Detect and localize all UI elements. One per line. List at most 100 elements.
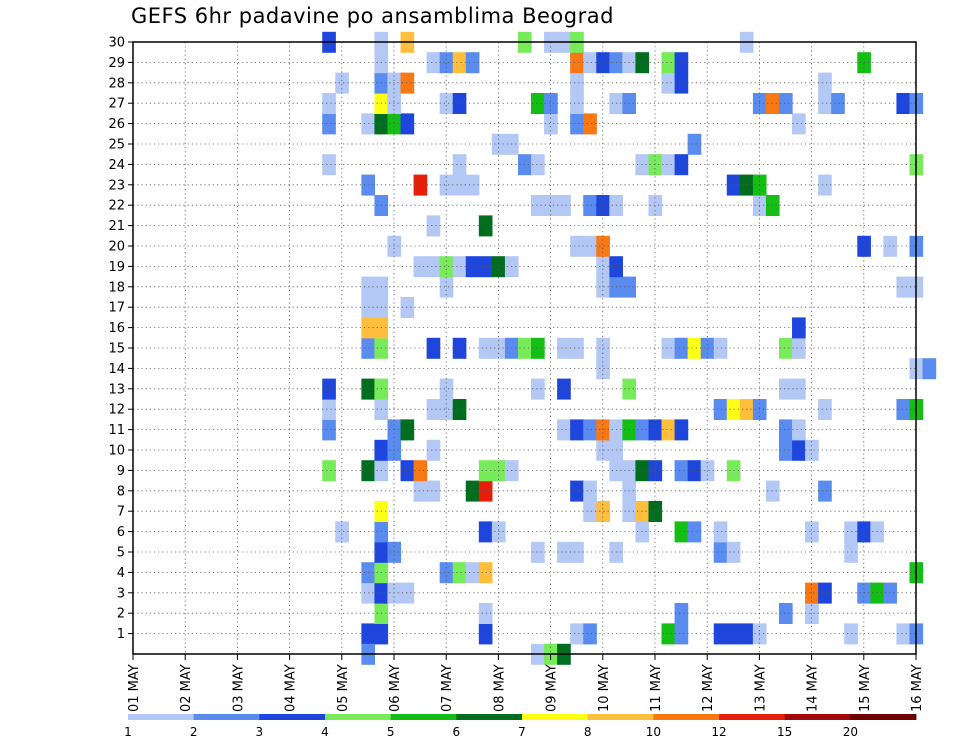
heatmap-cell — [465, 480, 480, 502]
heatmap-cell — [557, 378, 571, 400]
heatmap-cell — [557, 195, 571, 216]
y-tick-label: 2 — [117, 607, 125, 622]
heatmap-cell — [583, 501, 597, 522]
heatmap-cell — [452, 256, 467, 278]
colorbar-label: 12 — [711, 725, 726, 739]
heatmap-cell — [713, 623, 728, 645]
heatmap-cell — [322, 419, 336, 441]
heatmap-cell — [713, 399, 728, 420]
heatmap-cell — [583, 113, 597, 135]
heatmap-cell — [896, 276, 911, 298]
heatmap-cell — [818, 399, 832, 420]
heatmap-cell — [400, 72, 415, 94]
colorbar-label: 1 — [124, 725, 132, 739]
heatmap-cell — [687, 521, 702, 543]
heatmap-cell — [413, 174, 428, 196]
heatmap-cell — [465, 562, 480, 584]
heatmap-cell — [322, 378, 336, 400]
heatmap-cell — [452, 93, 467, 114]
heatmap-cell — [400, 297, 415, 318]
plot-frame — [132, 41, 917, 655]
heatmap-cell — [778, 419, 793, 441]
heatmap-cell — [439, 378, 454, 400]
heatmap-cell — [400, 419, 415, 441]
heatmap-cell — [844, 521, 858, 543]
y-tick-label: 21 — [108, 219, 125, 234]
heatmap-cell — [452, 154, 467, 176]
heatmap-cell — [557, 419, 571, 441]
heatmap-cell — [661, 154, 676, 176]
colorbar-swatch — [128, 714, 195, 720]
y-tick-label: 17 — [108, 301, 125, 316]
colorbar-label: 15 — [777, 725, 792, 739]
heatmap-cell — [713, 337, 728, 359]
heatmap-cell — [818, 72, 832, 94]
heatmap-cell — [478, 603, 493, 624]
colorbar-label: 7 — [518, 725, 526, 739]
heatmap-cell — [426, 439, 441, 461]
heatmap-cell — [648, 419, 663, 441]
grid-lines — [133, 42, 916, 654]
heatmap-cell — [531, 154, 545, 176]
heatmap-cell — [400, 460, 415, 482]
heatmap-cell — [570, 93, 584, 114]
colorbar-swatch — [784, 714, 851, 720]
heatmap-cell — [544, 113, 558, 135]
heatmap-cell — [517, 337, 532, 359]
colorbar-swatch — [390, 714, 457, 720]
heatmap-cell — [726, 399, 741, 420]
heatmap-cell — [883, 582, 898, 604]
heatmap-cell — [687, 460, 702, 482]
colorbar-swatch — [587, 714, 654, 720]
chart-title: GEFS 6hr padavine po ansamblima Beograd — [131, 4, 614, 28]
heatmap-cell — [570, 337, 584, 359]
heatmap-cell — [570, 235, 584, 257]
y-tick-label: 3 — [117, 586, 125, 601]
y-tick-label: 20 — [108, 240, 125, 255]
heatmap-cell — [896, 399, 911, 420]
heatmap-cell — [726, 460, 741, 482]
heatmap-cell — [322, 399, 336, 420]
x-ticks: 01 MAY 02 MAY 03 MAY 04 MAY 05 MAY 06 MAY 07 M… — [127, 654, 925, 712]
colorbar-label: 20 — [843, 725, 858, 739]
colorbar-swatch — [456, 714, 523, 720]
x-tick-label: 06 MAY — [388, 664, 403, 712]
heatmap-cell — [596, 358, 610, 380]
heatmap-cell — [426, 337, 441, 359]
heatmap-cell — [765, 93, 780, 114]
heatmap-cell — [439, 276, 454, 298]
heatmap-cell — [400, 582, 415, 604]
x-tick-label: 04 MAY — [284, 664, 299, 712]
heatmap-cell — [583, 235, 597, 257]
y-tick-label: 28 — [108, 76, 125, 91]
heatmap-cell — [531, 378, 545, 400]
heatmap-cell — [674, 72, 689, 94]
heatmap-cell — [478, 480, 493, 502]
heatmap-cell — [570, 52, 584, 74]
heatmap-cell — [322, 93, 336, 114]
heatmap-cell — [713, 541, 728, 563]
heatmap-cell — [478, 623, 493, 645]
heatmap-cell — [583, 195, 597, 216]
heatmap-cell — [570, 113, 584, 135]
x-tick-label: 08 MAY — [492, 664, 507, 712]
y-tick-label: 26 — [108, 117, 125, 132]
heatmap-cell — [661, 52, 676, 74]
heatmap-cell — [335, 72, 349, 94]
heatmap-cell — [452, 562, 467, 584]
heatmap-cell — [687, 133, 702, 155]
heatmap-cell — [465, 256, 480, 278]
heatmap-cell — [896, 93, 911, 114]
heatmap-cell — [583, 623, 597, 645]
heatmap-cell — [544, 93, 558, 114]
heatmap-cell — [465, 174, 480, 196]
heatmap-cell — [805, 521, 819, 543]
y-tick-label: 9 — [117, 464, 125, 479]
colorbar-label: 5 — [387, 725, 395, 739]
y-tick-label: 12 — [108, 403, 125, 418]
heatmap-cell — [661, 623, 676, 645]
heatmap-cell — [674, 521, 689, 543]
colorbar-label: 3 — [256, 725, 264, 739]
y-tick-label: 29 — [108, 56, 125, 71]
y-tick-label: 27 — [108, 97, 125, 112]
